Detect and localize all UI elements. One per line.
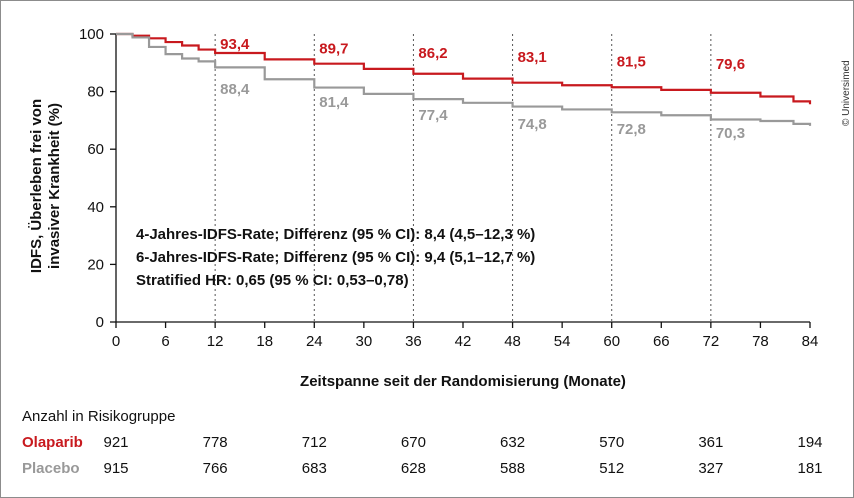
x-tick-label-36: 36 (405, 333, 422, 350)
risk-count-placebo-24: 683 (301, 460, 327, 477)
data-label-olaparib-36: 86,2 (418, 45, 447, 62)
data-label-placebo-60: 72,8 (617, 121, 646, 138)
data-label-placebo-72: 70,3 (716, 125, 745, 142)
x-tick-label-60: 60 (603, 333, 620, 350)
y-tick-label-60: 60 (87, 141, 104, 158)
data-label-placebo-48: 74,8 (518, 116, 547, 133)
annotation-6-year: 6-Jahres-IDFS-Rate; Differenz (95 % CI):… (136, 249, 535, 266)
marker-lines (214, 34, 712, 322)
risk-count-placebo-72: 327 (698, 460, 724, 477)
statistics-annotation: 4-Jahres-IDFS-Rate; Differenz (95 % CI):… (136, 226, 535, 289)
risk-row-olaparib: Olaparib 921 778 712 670 632 570 361 194 (0, 434, 854, 456)
x-tick-label-18: 18 (256, 333, 273, 350)
credit-text: © Universimed (841, 60, 852, 126)
risk-count-olaparib-84: 194 (797, 434, 823, 451)
x-tick-label-48: 48 (504, 333, 521, 350)
y-tick-label-40: 40 (87, 199, 104, 216)
risk-label-placebo: Placebo (22, 460, 80, 477)
x-axis-label: Zeitspanne seit der Randomisierung (Mona… (300, 373, 626, 390)
x-tick-label-42: 42 (455, 333, 472, 350)
series-line-olaparib (116, 32, 812, 105)
risk-count-placebo-36: 628 (400, 460, 426, 477)
risk-count-olaparib-72: 361 (698, 434, 724, 451)
risk-label-olaparib: Olaparib (22, 434, 83, 451)
y-tick-label-20: 20 (87, 256, 104, 273)
risk-count-olaparib-36: 670 (400, 434, 426, 451)
x-tick-label-30: 30 (356, 333, 373, 350)
data-label-placebo-36: 77,4 (418, 107, 448, 124)
data-label-olaparib-60: 81,5 (617, 54, 646, 71)
series-lines (116, 32, 812, 126)
data-label-olaparib-12: 93,4 (220, 36, 250, 53)
risk-count-placebo-84: 181 (797, 460, 823, 477)
data-label-olaparib-48: 83,1 (518, 49, 547, 66)
x-tick-label-6: 6 (161, 333, 169, 350)
y-tick-label-80: 80 (87, 84, 104, 101)
risk-count-olaparib-24: 712 (301, 434, 327, 451)
x-tick-label-54: 54 (554, 333, 571, 350)
x-tick-label-84: 84 (802, 333, 819, 350)
data-label-olaparib-72: 79,6 (716, 56, 745, 73)
data-label-olaparib-24: 89,7 (319, 40, 348, 57)
risk-table-title: Anzahl in Risikogruppe (22, 408, 176, 425)
risk-count-placebo-12: 766 (202, 460, 228, 477)
data-labels: 93,4 88,4 89,7 81,4 86,2 77,4 83,1 74,8 81,5 72,8… (220, 36, 745, 142)
risk-count-olaparib-12: 778 (202, 434, 228, 451)
survival-chart: 0 20 40 60 80 100 0 6 12 18 24 30 36 42 48 54 60 66 72 78 84… (28, 26, 818, 390)
risk-count-olaparib-0: 921 (103, 434, 129, 451)
x-tick-label-78: 78 (752, 333, 769, 350)
data-label-placebo-12: 88,4 (220, 81, 250, 98)
risk-count-olaparib-48: 632 (500, 434, 526, 451)
x-tick-label-72: 72 (703, 333, 720, 350)
risk-row-placebo: Placebo 915 766 683 628 588 512 327 181 (0, 460, 854, 482)
risk-count-placebo-48: 588 (500, 460, 526, 477)
x-tick-label-66: 66 (653, 333, 670, 350)
y-axis-label-line-2: invasiver Krankheit (%) (46, 103, 63, 269)
series-line-placebo (116, 32, 812, 126)
x-tick-label-12: 12 (207, 333, 224, 350)
x-tick-label-0: 0 (112, 333, 120, 350)
data-label-placebo-24: 81,4 (319, 94, 349, 111)
risk-count-placebo-0: 915 (103, 460, 129, 477)
y-axis-label-line-1: IDFS, Überleben frei von (28, 99, 45, 273)
risk-count-placebo-60: 512 (599, 460, 625, 477)
annotation-hazard-ratio: Stratified HR: 0,65 (95 % CI: 0,53–0,78) (136, 272, 409, 289)
x-tick-label-24: 24 (306, 333, 323, 350)
y-tick-label-100: 100 (79, 26, 104, 43)
y-tick-label-0: 0 (96, 314, 104, 331)
axes: 0 20 40 60 80 100 0 6 12 18 24 30 36 42 48 54 60 66 72 78 84 (79, 26, 818, 350)
annotation-4-year: 4-Jahres-IDFS-Rate; Differenz (95 % CI):… (136, 226, 535, 243)
copyright-credit: © Universimed (827, 8, 852, 128)
risk-count-olaparib-60: 570 (599, 434, 625, 451)
